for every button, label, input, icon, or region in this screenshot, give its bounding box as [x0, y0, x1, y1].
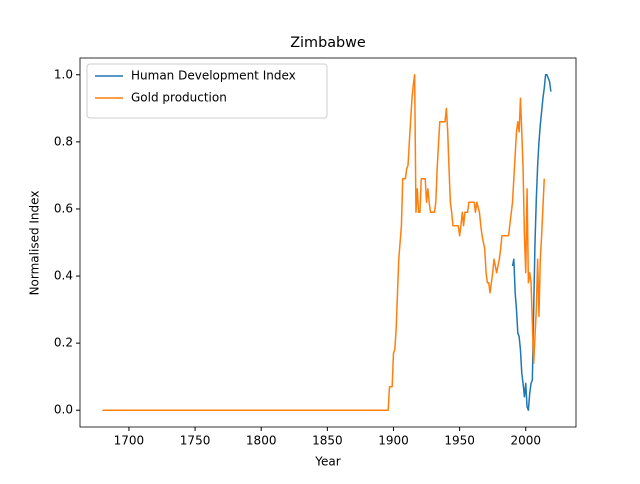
legend-label: Human Development Index: [131, 69, 296, 83]
y-tick-label: 0.2: [54, 336, 73, 350]
legend: Human Development Index Gold production: [86, 63, 328, 119]
x-tick-label: 1800: [246, 434, 277, 448]
x-tick-label: 1900: [378, 434, 409, 448]
data-line: [102, 74, 546, 411]
data-line: [511, 74, 552, 411]
x-tick-label: 1700: [114, 434, 145, 448]
y-tick-label: 0.0: [54, 403, 73, 417]
axes-frame: [79, 57, 577, 428]
x-tick-label: 1750: [180, 434, 211, 448]
y-tick-label: 0.8: [54, 134, 73, 148]
y-tick-label: 1.0: [54, 67, 73, 81]
x-tick-label: 1850: [312, 434, 343, 448]
x-axis-label: Year: [314, 455, 340, 469]
chart-title: Zimbabwe: [290, 35, 366, 51]
y-axis-label: Normalised Index: [28, 191, 42, 296]
x-tick-label: 2000: [510, 434, 541, 448]
x-tick-label: 1950: [444, 434, 475, 448]
legend-box: [86, 63, 328, 119]
y-tick-label: 0.6: [54, 201, 73, 215]
legend-label: Gold production: [131, 91, 227, 105]
y-tick-label: 0.4: [54, 269, 73, 283]
